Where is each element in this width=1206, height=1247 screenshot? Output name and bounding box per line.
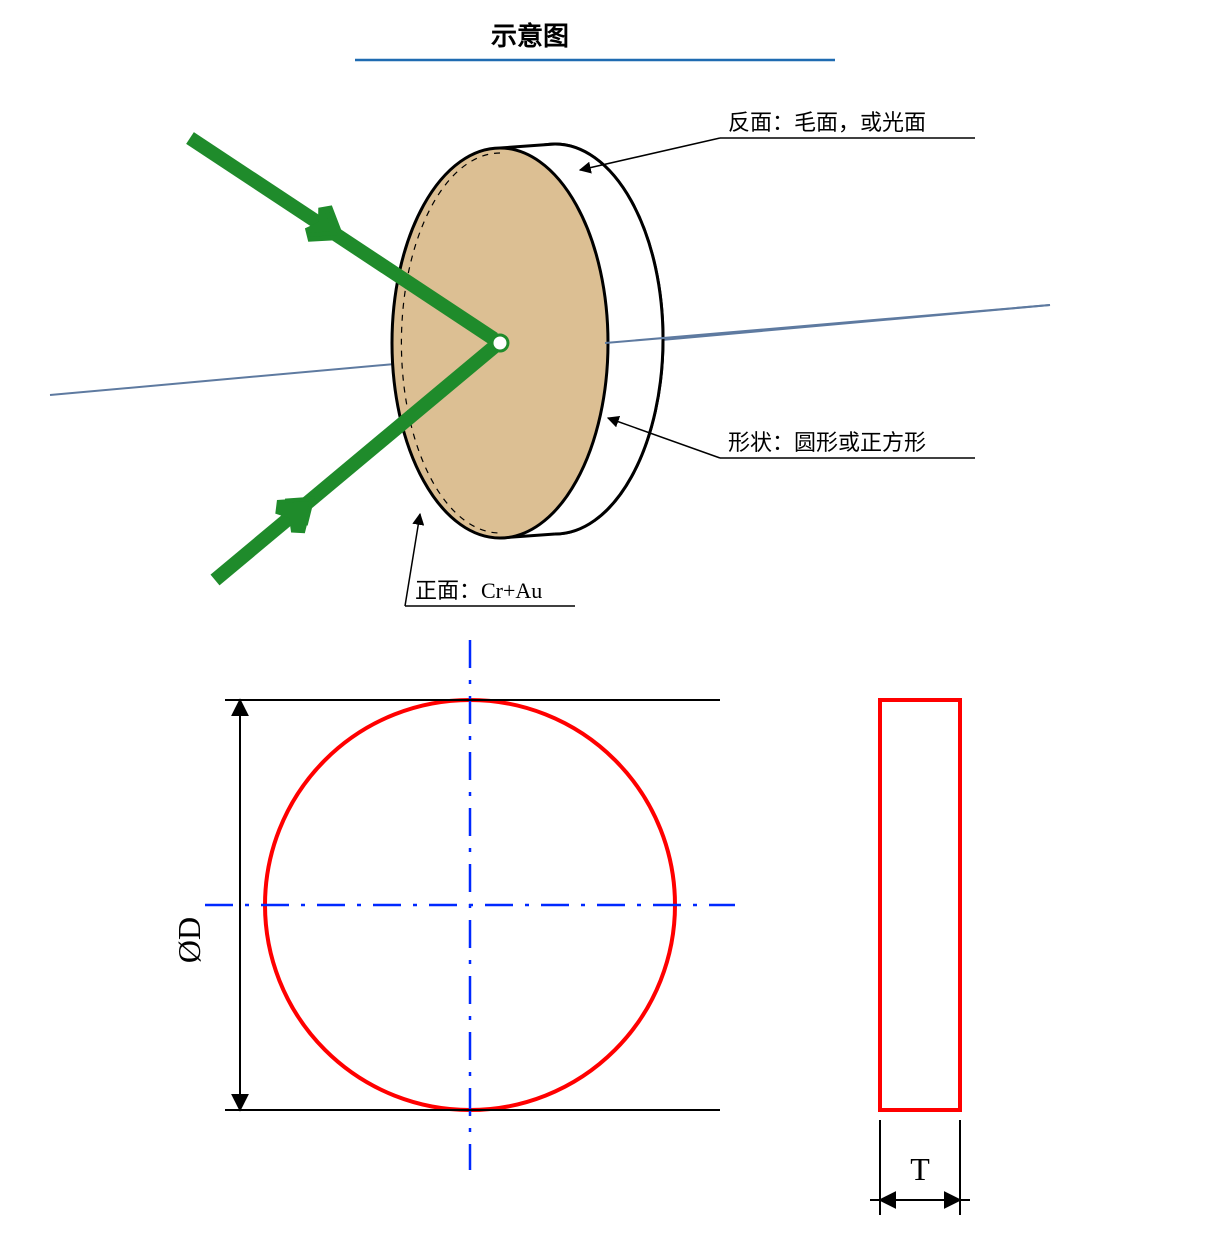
callout-shape: 形状：圆形或正方形 [608,418,975,458]
label-back: 反面：毛面，或光面 [728,110,926,135]
centerlines [205,640,735,1170]
label-shape: 形状：圆形或正方形 [728,430,926,455]
diagram-title: 示意图 [491,21,569,51]
dim-diameter-label: ØD [171,917,207,963]
callout-back: 反面：毛面，或光面 [580,110,975,170]
label-front: 正面：Cr+Au [415,578,542,603]
side-view-rect [880,700,960,1110]
schematic-diagram: 示意图 [0,0,1206,640]
optical-axis-front [605,305,1050,343]
engineering-drawing: ØD T [0,640,1206,1240]
dim-thickness-label: T [910,1151,930,1187]
